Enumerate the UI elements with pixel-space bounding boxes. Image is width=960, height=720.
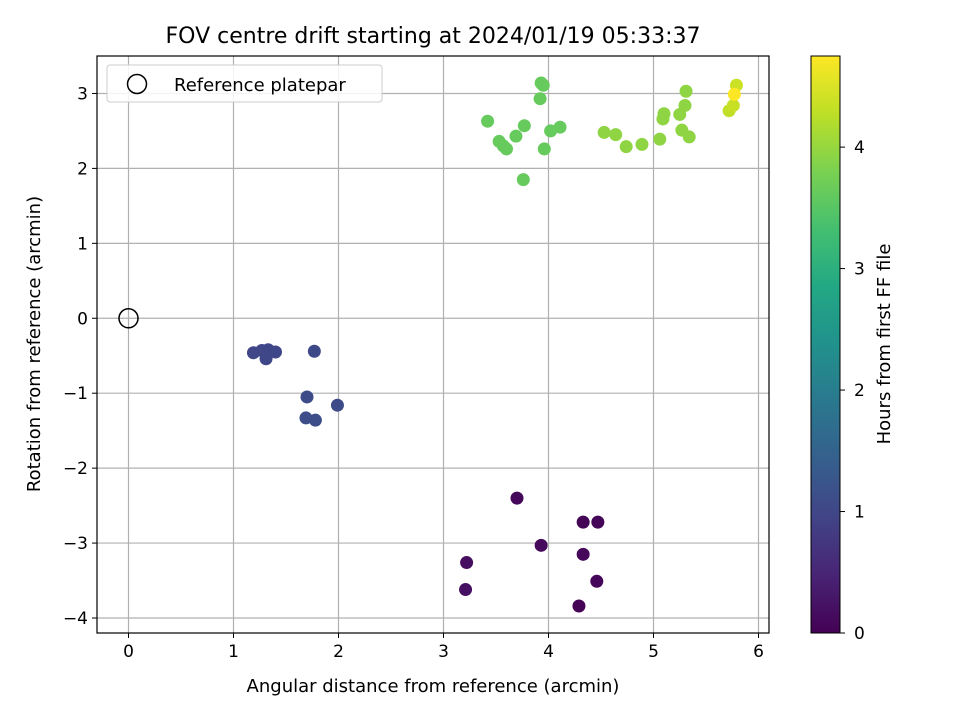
x-tick-label: 3 — [438, 642, 449, 662]
data-point — [481, 114, 495, 128]
colorbar-ticks: 0 1 2 3 4 — [840, 138, 865, 644]
colorbar-gradient — [810, 55, 841, 634]
data-point — [553, 120, 567, 134]
data-point — [679, 84, 693, 98]
data-point — [259, 352, 273, 366]
data-point — [597, 125, 611, 139]
x-tick-label: 0 — [123, 642, 134, 662]
legend-entry: Reference platepar — [174, 75, 346, 96]
colorbar-label: Hours from first FF file — [874, 244, 895, 445]
x-axis-ticks: 0 1 2 3 4 5 6 — [123, 633, 764, 662]
data-points — [246, 76, 743, 613]
x-tick-label: 5 — [648, 642, 659, 662]
data-point — [536, 78, 550, 92]
data-point — [726, 98, 740, 112]
data-point — [576, 515, 590, 529]
data-point — [591, 515, 605, 529]
data-point — [619, 140, 633, 154]
data-point — [727, 87, 741, 101]
data-point — [459, 583, 473, 597]
data-point — [653, 132, 667, 146]
data-point — [517, 119, 531, 133]
colorbar-tick-label: 1 — [854, 503, 865, 523]
y-tick-label: 0 — [77, 309, 88, 329]
data-point — [500, 142, 513, 156]
y-axis-ticks: −4 −3 −2 −1 0 1 2 3 — [63, 84, 97, 629]
data-point — [635, 137, 649, 151]
y-tick-label: 3 — [77, 84, 88, 104]
y-tick-label: −2 — [63, 459, 88, 479]
data-point — [516, 173, 530, 187]
data-point — [533, 92, 547, 106]
y-tick-label: −4 — [63, 609, 88, 629]
data-point — [509, 129, 523, 143]
data-point — [307, 344, 321, 358]
legend-box — [106, 64, 383, 103]
y-tick-label: −3 — [63, 534, 88, 554]
data-point — [657, 107, 671, 121]
data-point — [300, 390, 314, 404]
data-point — [308, 413, 322, 427]
data-point — [572, 599, 586, 613]
data-point — [460, 556, 474, 570]
colorbar-tick-label: 0 — [854, 624, 865, 644]
data-point — [537, 142, 551, 156]
data-point — [330, 398, 344, 412]
y-tick-label: −1 — [63, 384, 88, 404]
data-point — [576, 547, 590, 561]
x-tick-label: 1 — [228, 642, 239, 662]
data-point — [534, 538, 548, 552]
colorbar: 0 1 2 3 4 Hours from first FF file — [810, 55, 895, 644]
colorbar-tick-label: 4 — [854, 138, 865, 158]
x-axis-label: Angular distance from reference (arcmin) — [247, 676, 620, 697]
data-point — [682, 130, 696, 144]
y-tick-label: 1 — [77, 234, 88, 254]
data-point — [590, 574, 604, 588]
data-point — [510, 491, 524, 505]
y-axis-label: Rotation from reference (arcmin) — [24, 196, 45, 492]
data-point — [269, 345, 282, 359]
reference-marker-group — [118, 308, 139, 329]
data-point — [678, 98, 692, 112]
colorbar-tick-label: 2 — [854, 381, 865, 401]
data-point — [609, 128, 623, 142]
reference-platepar-marker — [118, 308, 139, 329]
plot-frame — [96, 55, 770, 634]
x-tick-label: 2 — [333, 642, 344, 662]
y-tick-label: 2 — [77, 159, 88, 179]
x-tick-label: 4 — [543, 642, 554, 662]
legend-marker-icon — [126, 73, 148, 95]
x-tick-label: 6 — [753, 642, 764, 662]
legend: Reference platepar — [106, 64, 383, 103]
grid-lines — [97, 56, 769, 633]
colorbar-tick-label: 3 — [854, 260, 865, 280]
chart-title: FOV centre drift starting at 2024/01/19 … — [166, 24, 701, 49]
